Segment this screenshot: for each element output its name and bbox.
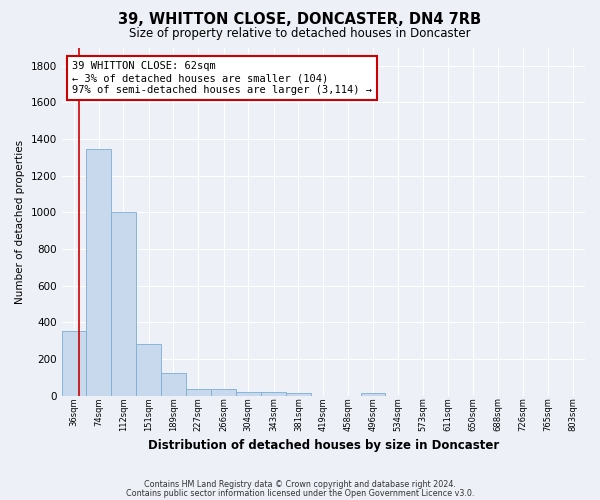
Text: 39, WHITTON CLOSE, DONCASTER, DN4 7RB: 39, WHITTON CLOSE, DONCASTER, DN4 7RB	[118, 12, 482, 28]
Bar	[361, 393, 385, 396]
Bar	[111, 212, 136, 396]
Bar	[186, 389, 211, 396]
Bar	[236, 392, 260, 396]
Bar	[136, 344, 161, 396]
Bar	[286, 393, 311, 396]
Bar	[62, 330, 86, 396]
Text: Size of property relative to detached houses in Doncaster: Size of property relative to detached ho…	[129, 28, 471, 40]
Bar	[86, 149, 111, 396]
Bar	[161, 373, 186, 396]
Y-axis label: Number of detached properties: Number of detached properties	[15, 140, 25, 304]
Text: 39 WHITTON CLOSE: 62sqm
← 3% of detached houses are smaller (104)
97% of semi-de: 39 WHITTON CLOSE: 62sqm ← 3% of detached…	[72, 62, 372, 94]
Text: Contains HM Land Registry data © Crown copyright and database right 2024.: Contains HM Land Registry data © Crown c…	[144, 480, 456, 489]
X-axis label: Distribution of detached houses by size in Doncaster: Distribution of detached houses by size …	[148, 440, 499, 452]
Bar	[261, 392, 286, 396]
Text: Contains public sector information licensed under the Open Government Licence v3: Contains public sector information licen…	[126, 488, 474, 498]
Bar	[211, 390, 236, 396]
